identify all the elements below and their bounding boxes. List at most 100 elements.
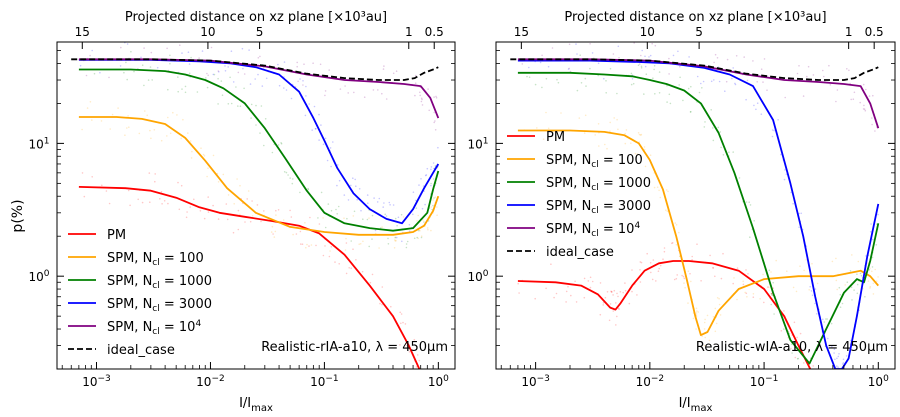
scatter-dot <box>526 75 528 78</box>
scatter-dot <box>367 202 369 204</box>
scatter-dot <box>742 283 745 286</box>
scatter-dot <box>93 72 96 75</box>
scatter-dot <box>362 240 364 243</box>
scatter-dot <box>653 186 656 189</box>
scatter-dot <box>126 127 128 129</box>
scatter-dot <box>301 243 304 245</box>
scatter-dot <box>856 283 859 286</box>
scatter-dot <box>285 89 288 91</box>
scatter-dot <box>604 143 606 146</box>
scatter-dot <box>287 174 289 176</box>
scatter-dot <box>836 365 838 367</box>
x-tick-base: 10 <box>196 375 211 389</box>
scatter-dot <box>285 171 288 174</box>
x-tick-exp: −1 <box>325 374 338 384</box>
scatter-dot <box>649 154 652 156</box>
scatter-dot <box>422 185 425 187</box>
scatter-dot <box>528 76 531 78</box>
y-tick-base: 10 <box>28 137 43 151</box>
y-tick-exp: 0 <box>483 269 489 279</box>
scatter-dot <box>867 280 870 282</box>
scatter-dot <box>752 293 755 295</box>
scatter-dot <box>169 62 171 65</box>
scatter-dot <box>355 259 357 261</box>
scatter-dot <box>280 142 282 144</box>
scatter-dot <box>272 233 274 235</box>
scatter-dot <box>86 107 89 109</box>
scatter-dot <box>187 132 189 134</box>
scatter-dot <box>434 196 437 198</box>
scatter-dot <box>872 282 875 285</box>
scatter-dot <box>800 212 802 215</box>
scatter-dot <box>265 77 268 80</box>
scatter-dot <box>237 228 240 231</box>
scatter-dot <box>834 358 836 361</box>
scatter-dot <box>869 231 872 233</box>
scatter-dot <box>631 290 633 293</box>
scatter-dot <box>416 236 419 239</box>
scatter-dot <box>770 293 773 295</box>
scatter-dot <box>618 57 620 59</box>
scatter-dot <box>432 402 434 404</box>
scatter-dot <box>427 228 429 231</box>
scatter-dot <box>180 137 182 140</box>
scatter-dot <box>583 296 586 299</box>
x-tick-label: 100 <box>868 374 889 389</box>
scatter-dot <box>793 321 796 324</box>
scatter-dot <box>755 108 757 111</box>
scatter-dot <box>580 82 583 84</box>
scatter-dot <box>666 84 668 87</box>
scatter-dot <box>343 217 345 219</box>
scatter-dot <box>382 206 385 208</box>
scatter-dot <box>348 267 351 269</box>
scatter-dot <box>322 254 325 257</box>
scatter-dot <box>432 204 434 207</box>
scatter-dot <box>678 231 680 234</box>
legend-sup: 4 <box>634 221 640 231</box>
scatter-dot <box>617 128 619 131</box>
scatter-dot <box>617 307 620 310</box>
legend-label: SPM, Ncl = 104 <box>107 319 201 337</box>
scatter-dot <box>536 127 538 129</box>
scatter-dot <box>698 91 701 94</box>
scatter-dot <box>430 229 432 232</box>
scatter-dot <box>775 259 777 262</box>
scatter-dot <box>624 132 626 135</box>
scatter-dot <box>594 134 596 136</box>
scatter-dot <box>304 114 307 117</box>
scatter-dot <box>617 295 619 298</box>
scatter-dot <box>408 351 411 353</box>
scatter-dot <box>217 103 219 105</box>
scatter-dot <box>85 74 88 77</box>
scatter-dot <box>160 191 163 193</box>
scatter-dot <box>329 250 331 252</box>
scatter-dot <box>809 285 811 288</box>
scatter-dot <box>127 115 129 117</box>
scatter-dot <box>678 84 680 86</box>
scatter-dot <box>263 210 265 212</box>
legend-sup: 4 <box>195 319 201 329</box>
legend-label: ideal_case <box>107 343 175 358</box>
scatter-dot <box>570 294 572 297</box>
scatter-dot <box>181 52 183 54</box>
legend-text: SPM, N <box>546 222 591 237</box>
scatter-dot <box>397 216 400 219</box>
scatter-dot <box>413 237 416 240</box>
scatter-dot <box>639 134 642 136</box>
scatter-dot <box>706 314 709 317</box>
scatter-dot <box>430 168 432 171</box>
scatter-dot <box>745 98 747 101</box>
scatter-dot <box>326 159 329 162</box>
scatter-dot <box>149 66 152 68</box>
scatter-dot <box>166 135 168 137</box>
scatter-dot <box>278 84 281 87</box>
scatter-dot <box>545 111 547 114</box>
scatter-dot <box>206 175 208 178</box>
scatter-dot <box>406 344 408 347</box>
x-tick-label: 10−3 <box>521 374 550 389</box>
scatter-dot <box>302 84 304 86</box>
scatter-dot <box>565 290 568 293</box>
scatter-dot <box>771 129 774 131</box>
scatter-dot <box>798 65 800 67</box>
scatter-dot <box>584 77 587 80</box>
